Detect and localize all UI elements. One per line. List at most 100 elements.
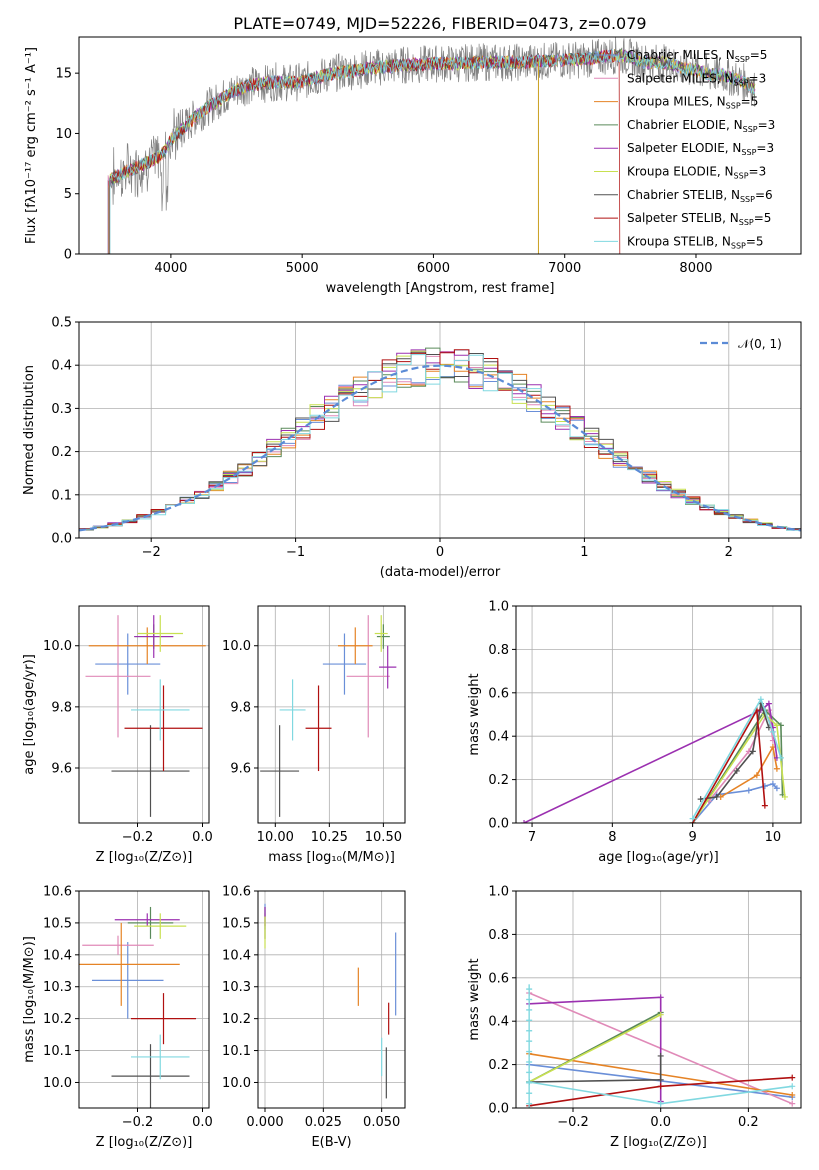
y-tick-label: 5 — [64, 187, 72, 202]
y-tick-label: 10.3 — [222, 980, 251, 995]
weight-marker — [657, 1052, 664, 1059]
legend-entry: Kroupa MILES, NSSP=5 — [627, 95, 758, 111]
legend-entry: Salpeter ELODIE, NSSP=3 — [627, 141, 774, 157]
weight-marker — [521, 820, 528, 823]
x-tick-label: 10.50 — [365, 830, 402, 845]
y-tick-label: 0.6 — [488, 971, 509, 986]
weight-marker — [789, 1083, 796, 1090]
y-tick-label: 10.0 — [43, 1076, 72, 1091]
y-axis-label: Flux [fλ10⁻¹⁷ erg cm⁻² s⁻¹ A⁻¹] — [24, 47, 39, 244]
plot-frame — [78, 321, 802, 539]
x-tick-label: 10.00 — [257, 830, 294, 845]
y-tick-label: 0.4 — [51, 359, 72, 374]
weight-marker — [657, 1011, 664, 1018]
x-axis-label: Z [log₁₀(Z/Z⊙)] — [96, 850, 193, 865]
legend-entry: Chabrier STELIB, NSSP=6 — [627, 188, 773, 204]
y-tick-label: 0.1 — [51, 488, 72, 503]
mass-vs-extinction-plot: 0.000 0.025 0.050 10.0 10.1 10.2 10.3 10.4 10.5 1… — [222, 885, 406, 1150]
x-tick-label: 0.0 — [192, 1115, 213, 1130]
x-tick-label: 1 — [580, 545, 588, 560]
y-axis-label: mass [log₁₀(M/M⊙)] — [22, 936, 37, 1063]
x-tick-label: 7 — [528, 830, 536, 845]
weight-marker — [777, 754, 784, 761]
y-tick-label: 0.2 — [488, 773, 509, 788]
y-tick-label: 0.0 — [488, 1102, 509, 1117]
weight-curve — [691, 697, 782, 820]
weight-marker — [781, 793, 788, 800]
y-tick-label: 0.2 — [488, 1058, 509, 1073]
x-tick-label: −2 — [142, 545, 161, 560]
x-tick-label: 10 — [765, 830, 782, 845]
y-tick-label: 10 — [55, 127, 72, 142]
x-tick-label: 2 — [725, 545, 733, 560]
y-tick-label: 10.0 — [222, 1076, 251, 1091]
y-tick-label: 9.8 — [51, 700, 72, 715]
weight-marker — [657, 994, 664, 1001]
legend-entry: Chabrier MILES, NSSP=5 — [627, 48, 767, 64]
x-axis-label: Z [log₁₀(Z/Z⊙)] — [610, 1135, 707, 1150]
weight-marker — [657, 1100, 664, 1107]
x-tick-label: 0.0 — [650, 1115, 671, 1130]
x-tick-label: −0.2 — [122, 1115, 154, 1130]
x-axis-label: age [log₁₀(age/yr)] — [598, 850, 719, 865]
x-tick-label: 0 — [436, 545, 444, 560]
y-tick-label: 10.6 — [222, 885, 251, 900]
plot-frame — [78, 36, 802, 255]
model-spectrum-line — [109, 48, 756, 254]
x-tick-label: 6000 — [417, 261, 450, 276]
weight-curve — [691, 782, 778, 823]
x-tick-label: 8000 — [679, 261, 712, 276]
weight-marker — [657, 1083, 664, 1090]
weight-curve — [700, 703, 770, 800]
weight-marker — [733, 767, 740, 774]
y-tick-label: 9.6 — [51, 761, 72, 776]
weight-marker — [757, 696, 764, 703]
y-tick-label: 0.0 — [51, 532, 72, 547]
weight-marker — [769, 780, 776, 787]
legend-entry: Chabrier ELODIE, NSSP=3 — [627, 118, 775, 134]
weight-marker — [761, 802, 768, 809]
weight-marker — [745, 787, 752, 794]
spectrum-plot: 4000 5000 6000 7000 8000 0 5 10 15 wavelength [An… — [24, 36, 802, 296]
weight-marker — [697, 796, 704, 803]
x-axis-label: wavelength [Angstrom, rest frame] — [326, 281, 555, 296]
x-tick-label: 0.050 — [363, 1115, 400, 1130]
mass-vs-metallicity-plot: −0.2 0.0 10.0 10.1 10.2 10.3 10.4 10.5 10.6 Z [lo… — [22, 885, 213, 1151]
residual-histogram-plot: −2 −1 0 1 2 0.0 0.1 0.2 0.3 0.4 0.5 (data-model)/er… — [22, 316, 802, 580]
weight-marker — [773, 765, 780, 772]
legend-entry: Kroupa ELODIE, NSSP=3 — [627, 165, 766, 181]
x-tick-label: 0.025 — [305, 1115, 342, 1130]
y-tick-label: 1.0 — [488, 600, 509, 615]
y-tick-label: 10.2 — [222, 1012, 251, 1027]
weight-marker — [789, 1074, 796, 1081]
weight-marker — [657, 1076, 664, 1083]
weight-marker — [773, 722, 780, 729]
plot-frame — [257, 890, 406, 1109]
y-tick-label: 10.1 — [222, 1044, 251, 1059]
y-tick-label: 9.8 — [230, 700, 251, 715]
x-tick-label: 5000 — [286, 261, 319, 276]
weight-marker — [773, 785, 780, 792]
plot-frame — [78, 890, 210, 1109]
x-tick-label: 0.000 — [246, 1115, 283, 1130]
y-tick-label: 0.8 — [488, 928, 509, 943]
legend-entry: Salpeter MILES, NSSP=3 — [627, 71, 766, 87]
y-tick-label: 1.0 — [488, 885, 509, 900]
x-tick-label: 10.25 — [311, 830, 348, 845]
legend-entry: 𝒩(0, 1) — [738, 337, 782, 351]
chart-title: PLATE=0749, MJD=52226, FIBERID=0473, z=0… — [233, 14, 646, 33]
y-axis-label: Normed distribution — [22, 365, 37, 495]
y-tick-label: 0.5 — [51, 316, 72, 331]
x-tick-label: 9 — [688, 830, 696, 845]
y-tick-label: 10.0 — [222, 639, 251, 654]
weight-marker — [769, 728, 776, 735]
age-vs-mass-plot: 10.00 10.25 10.50 9.6 9.8 10.0 mass [log₁₀(M/M… — [222, 605, 406, 865]
weight-marker — [753, 772, 760, 779]
y-tick-label: 10.0 — [43, 639, 72, 654]
weight-marker — [765, 700, 772, 707]
y-tick-label: 9.6 — [230, 761, 251, 776]
x-tick-label: 7000 — [548, 261, 581, 276]
y-tick-label: 0.4 — [488, 730, 509, 745]
plot-frame — [515, 605, 802, 824]
y-tick-label: 10.3 — [43, 980, 72, 995]
